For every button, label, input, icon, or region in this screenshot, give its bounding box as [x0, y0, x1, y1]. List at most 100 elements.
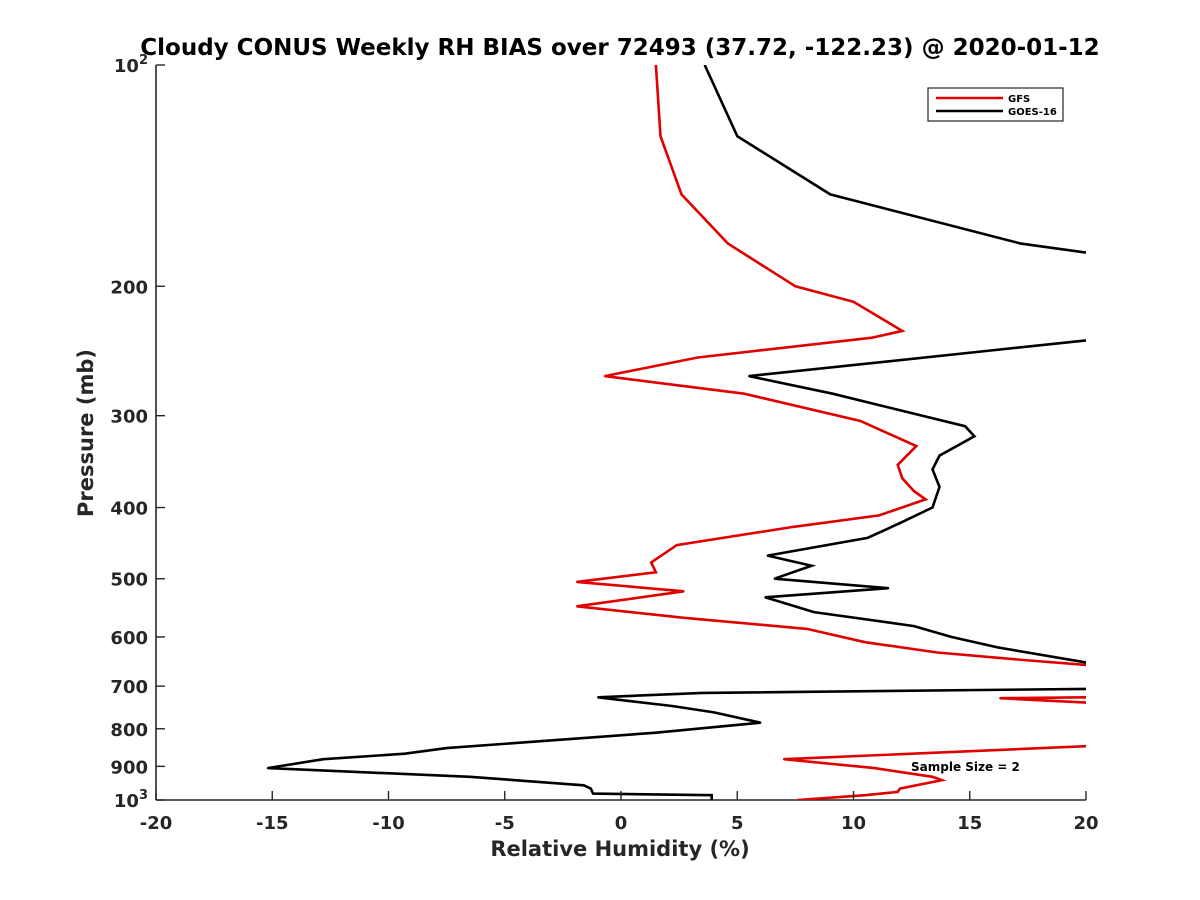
- data-point: [931, 468, 934, 471]
- data-point: [931, 506, 934, 509]
- y-tick-label: 200: [110, 277, 148, 298]
- y-tick-label: 103: [114, 788, 148, 812]
- data-point: [266, 767, 269, 769]
- x-tick-label: -10: [372, 813, 405, 834]
- x-tick-label: 0: [615, 813, 628, 834]
- data-point: [985, 350, 987, 352]
- y-tick-label: 900: [110, 757, 148, 778]
- data-point: [655, 731, 657, 734]
- y-tick-label: 300: [110, 407, 148, 428]
- data-point: [915, 445, 918, 447]
- data-point: [701, 692, 704, 694]
- data-point: [796, 799, 799, 800]
- data-point: [703, 65, 706, 66]
- data-point: [322, 758, 325, 761]
- data-point: [655, 571, 657, 574]
- data-point: [938, 454, 941, 457]
- data-point: [899, 522, 901, 524]
- data-point: [575, 581, 578, 583]
- data-point: [794, 285, 797, 288]
- data-point: [696, 356, 699, 359]
- data-point: [1085, 696, 1086, 699]
- data-point: [682, 590, 685, 593]
- data-point: [596, 696, 599, 699]
- data-point: [866, 537, 869, 539]
- data-point: [655, 65, 657, 66]
- data-point: [682, 616, 685, 619]
- data-point: [748, 375, 750, 377]
- series-gfs: [575, 65, 1086, 800]
- data-point: [999, 697, 1001, 700]
- data-point: [710, 799, 713, 800]
- sample-size-annotation: Sample Size = 2: [911, 760, 1020, 774]
- data-point: [589, 787, 592, 790]
- data-point: [736, 135, 739, 138]
- data-point: [806, 628, 808, 630]
- data-point: [773, 577, 776, 580]
- data-point: [1085, 661, 1086, 664]
- data-point: [936, 651, 939, 654]
- data-point: [582, 784, 585, 787]
- x-tick-label: 20: [1073, 813, 1098, 834]
- data-point: [713, 711, 715, 714]
- data-point: [764, 596, 766, 599]
- data-point: [766, 554, 769, 557]
- data-point: [996, 646, 999, 649]
- data-point: [1022, 659, 1025, 661]
- data-point: [782, 758, 785, 761]
- data-point: [973, 435, 976, 438]
- y-tick-label: 600: [110, 628, 148, 649]
- legend-box: [927, 87, 1064, 122]
- series-goes-16: [266, 65, 1086, 800]
- data-point: [659, 135, 662, 138]
- legend: GFS GOES-16: [927, 87, 1064, 122]
- data-point: [759, 721, 762, 724]
- y-tick-label: 400: [110, 499, 148, 520]
- data-point: [924, 498, 927, 501]
- data-point: [1085, 664, 1086, 666]
- data-point: [913, 490, 915, 492]
- data-point: [743, 392, 746, 395]
- data-point: [445, 747, 448, 749]
- data-point: [931, 775, 934, 778]
- x-tick-label: 5: [731, 813, 744, 834]
- data-point: [650, 561, 653, 564]
- data-point: [950, 636, 953, 638]
- y-tick-label: 700: [110, 677, 148, 698]
- data-point: [941, 779, 943, 782]
- data-point: [1085, 251, 1086, 254]
- data-point: [878, 514, 880, 517]
- series-line: [267, 65, 1086, 800]
- y-tick-label: 500: [110, 570, 148, 591]
- data-point: [592, 792, 594, 795]
- data-point: [1085, 339, 1086, 342]
- data-point: [792, 526, 794, 528]
- data-point: [603, 375, 606, 377]
- data-point: [871, 336, 873, 339]
- data-point: [469, 775, 471, 778]
- data-point: [913, 625, 915, 627]
- data-point: [1085, 745, 1086, 748]
- data-point: [680, 193, 683, 196]
- data-point: [864, 641, 866, 644]
- data-point: [896, 791, 899, 793]
- data-point: [896, 464, 899, 466]
- legend-label: GOES-16: [1008, 107, 1057, 118]
- y-axis-label: Pressure (mb): [74, 349, 98, 517]
- y-tick-label: 102: [114, 53, 148, 77]
- data-point: [873, 767, 876, 769]
- data-point: [710, 794, 713, 797]
- data-point: [938, 486, 941, 488]
- data-point: [901, 330, 904, 332]
- data-point: [831, 392, 834, 395]
- plot-area: [155, 65, 1086, 801]
- data-point: [901, 477, 904, 480]
- data-point: [964, 425, 966, 428]
- data-point: [899, 787, 901, 790]
- x-tick-label: -15: [256, 813, 289, 834]
- data-point: [1085, 701, 1086, 704]
- data-point: [403, 752, 406, 755]
- x-axis-ticks: -20 -15 -10 -5 0 5 10 15 20: [140, 791, 1099, 834]
- data-point: [671, 705, 673, 707]
- data-point: [575, 605, 578, 608]
